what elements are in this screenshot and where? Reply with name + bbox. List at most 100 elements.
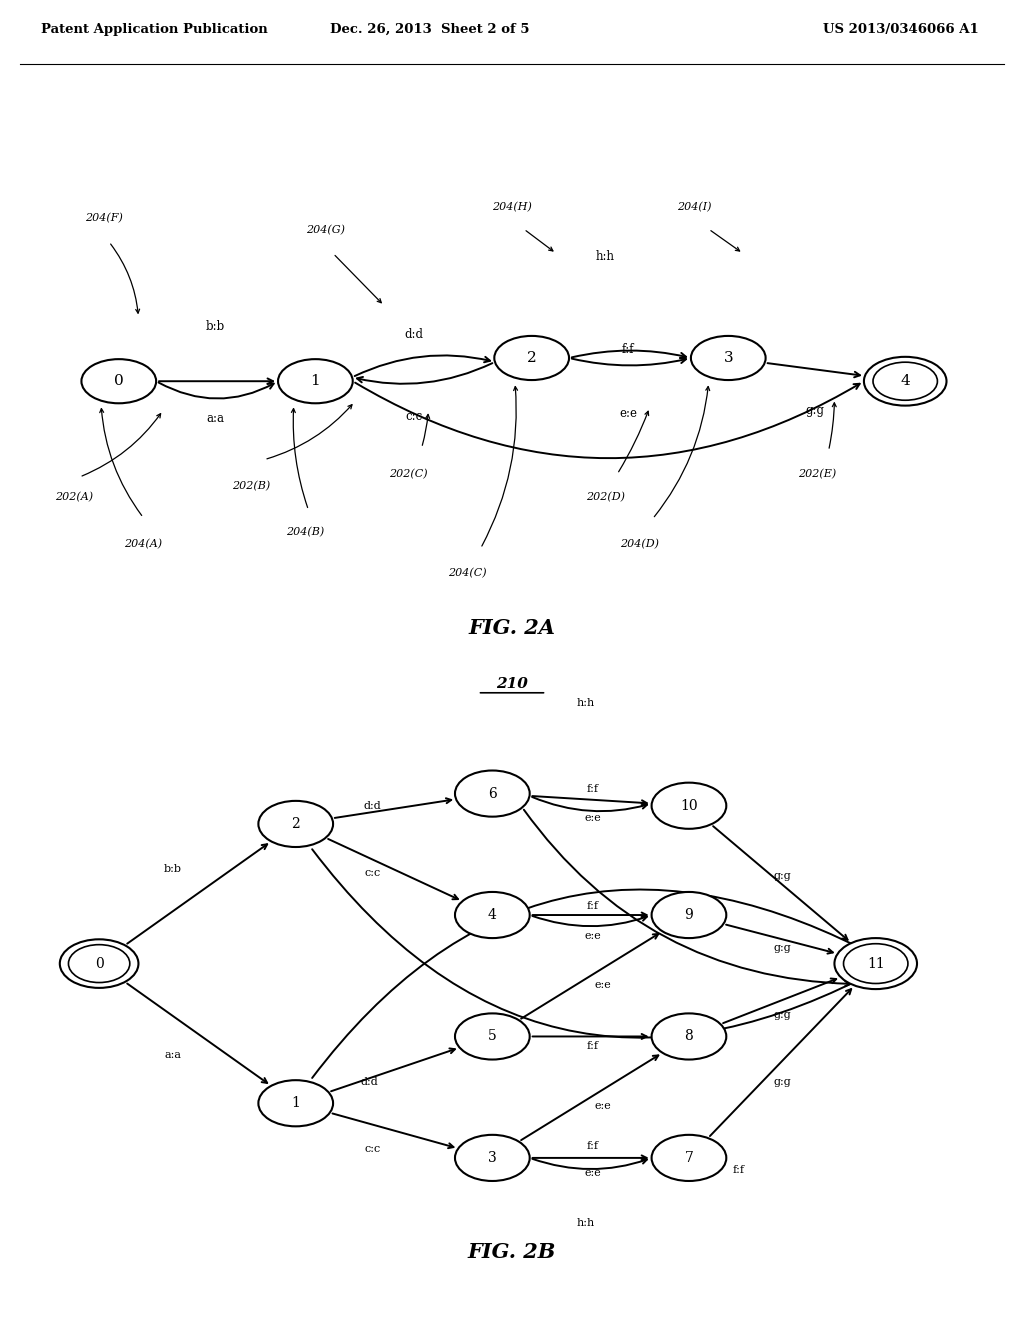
Text: g:g: g:g <box>773 1010 792 1020</box>
Text: 4: 4 <box>487 908 497 923</box>
Circle shape <box>59 940 138 987</box>
FancyArrowPatch shape <box>521 1056 658 1140</box>
FancyArrowPatch shape <box>333 1114 454 1148</box>
Text: 3: 3 <box>488 1151 497 1166</box>
Text: f:f: f:f <box>622 343 634 356</box>
FancyArrowPatch shape <box>532 796 647 805</box>
FancyArrowPatch shape <box>532 797 647 812</box>
FancyArrowPatch shape <box>524 809 850 986</box>
Text: f:f: f:f <box>587 784 599 793</box>
Text: d:d: d:d <box>404 329 423 342</box>
FancyArrowPatch shape <box>521 935 658 1019</box>
FancyArrowPatch shape <box>111 244 139 313</box>
Text: b:b: b:b <box>206 319 224 333</box>
FancyArrowPatch shape <box>422 414 430 445</box>
Text: d:d: d:d <box>364 801 381 810</box>
Text: 204(B): 204(B) <box>287 527 325 537</box>
Circle shape <box>455 1135 529 1181</box>
FancyArrowPatch shape <box>82 413 161 477</box>
Text: 3: 3 <box>724 351 733 366</box>
Text: Dec. 26, 2013  Sheet 2 of 5: Dec. 26, 2013 Sheet 2 of 5 <box>331 22 529 36</box>
FancyArrowPatch shape <box>127 845 267 944</box>
FancyArrowPatch shape <box>99 409 141 516</box>
FancyArrowPatch shape <box>267 405 352 459</box>
Text: g:g: g:g <box>805 404 824 417</box>
Text: 6: 6 <box>488 787 497 801</box>
FancyArrowPatch shape <box>526 231 553 251</box>
Text: 2: 2 <box>526 351 537 366</box>
FancyArrowPatch shape <box>328 840 458 899</box>
FancyArrowPatch shape <box>159 383 273 399</box>
Text: c:c: c:c <box>406 409 422 422</box>
Text: 8: 8 <box>685 1030 693 1044</box>
FancyArrowPatch shape <box>723 978 837 1023</box>
FancyArrowPatch shape <box>312 849 861 1038</box>
FancyArrowPatch shape <box>331 1048 455 1092</box>
Text: e:e: e:e <box>594 979 610 990</box>
FancyArrowPatch shape <box>532 916 647 927</box>
Circle shape <box>455 892 529 939</box>
Text: f:f: f:f <box>587 902 599 911</box>
Circle shape <box>279 359 352 404</box>
Text: e:e: e:e <box>618 407 637 420</box>
Text: g:g: g:g <box>773 944 792 953</box>
Text: b:b: b:b <box>164 865 182 874</box>
Text: 204(G): 204(G) <box>306 224 345 235</box>
FancyArrowPatch shape <box>571 351 686 358</box>
Text: 1: 1 <box>291 1096 300 1110</box>
Text: Patent Application Publication: Patent Application Publication <box>41 22 267 36</box>
FancyArrowPatch shape <box>710 989 851 1137</box>
FancyArrowPatch shape <box>127 983 267 1082</box>
Circle shape <box>258 801 333 847</box>
Text: 204(H): 204(H) <box>493 202 531 213</box>
Text: 9: 9 <box>685 908 693 923</box>
FancyArrowPatch shape <box>618 412 648 471</box>
Circle shape <box>651 1135 726 1181</box>
FancyArrowPatch shape <box>571 358 686 366</box>
FancyArrowPatch shape <box>711 231 739 251</box>
Text: h:h: h:h <box>577 697 595 708</box>
FancyArrowPatch shape <box>726 925 833 953</box>
FancyArrowPatch shape <box>654 387 710 516</box>
Circle shape <box>651 892 726 939</box>
FancyArrowPatch shape <box>532 912 646 917</box>
Text: a:a: a:a <box>164 1049 181 1060</box>
Circle shape <box>258 1080 333 1126</box>
Text: 204(I): 204(I) <box>677 202 711 213</box>
Text: f:f: f:f <box>587 1040 599 1051</box>
Text: 204(C): 204(C) <box>449 568 487 578</box>
Text: e:e: e:e <box>594 1101 610 1111</box>
Text: c:c: c:c <box>365 1144 381 1154</box>
Circle shape <box>82 359 156 404</box>
FancyArrowPatch shape <box>292 409 307 507</box>
FancyArrowPatch shape <box>312 890 861 1078</box>
Circle shape <box>864 356 946 405</box>
Text: a:a: a:a <box>206 412 224 425</box>
Text: 202(A): 202(A) <box>55 492 93 503</box>
Text: g:g: g:g <box>773 871 792 880</box>
Text: 2: 2 <box>292 817 300 832</box>
Text: d:d: d:d <box>360 1077 378 1086</box>
Text: FIG. 2A: FIG. 2A <box>469 618 555 638</box>
Text: 0: 0 <box>95 957 103 970</box>
Text: 210: 210 <box>496 677 528 692</box>
FancyArrowPatch shape <box>532 1159 647 1170</box>
Circle shape <box>835 939 918 989</box>
Text: 4: 4 <box>900 374 910 388</box>
Text: US 2013/0346066 A1: US 2013/0346066 A1 <box>823 22 979 36</box>
FancyArrowPatch shape <box>355 383 860 458</box>
FancyArrowPatch shape <box>335 256 381 302</box>
FancyArrowPatch shape <box>335 799 452 818</box>
Text: e:e: e:e <box>585 932 601 941</box>
Text: e:e: e:e <box>585 813 601 822</box>
Text: 5: 5 <box>488 1030 497 1044</box>
Text: 0: 0 <box>114 374 124 388</box>
Text: 202(D): 202(D) <box>586 492 625 503</box>
FancyArrowPatch shape <box>829 403 837 449</box>
Text: 204(F): 204(F) <box>85 214 123 224</box>
Text: 10: 10 <box>680 799 697 813</box>
Circle shape <box>455 771 529 817</box>
Circle shape <box>651 1014 726 1060</box>
Text: f:f: f:f <box>732 1166 744 1175</box>
Text: 1: 1 <box>310 374 321 388</box>
